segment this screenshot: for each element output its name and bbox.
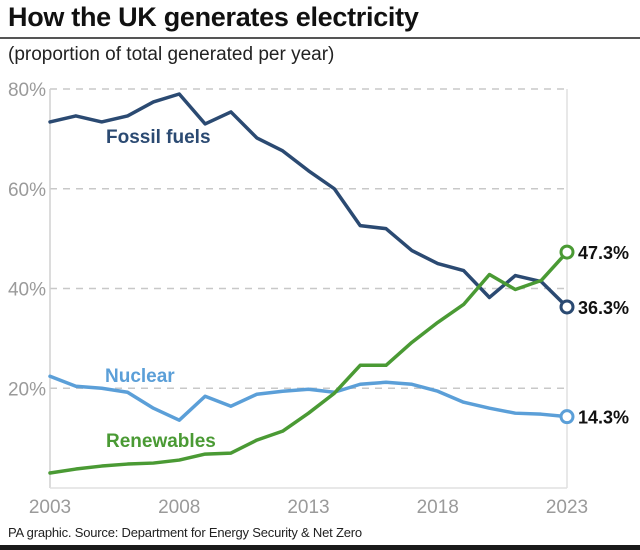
x-tick-label: 2013 [287, 497, 329, 518]
nuclear-series-label: Nuclear [105, 366, 175, 387]
renewables-line [48, 250, 569, 475]
nuclear-end-marker [559, 409, 575, 425]
chart-title: How the UK generates electricity [8, 2, 419, 32]
x-tick-label: 2023 [546, 497, 588, 518]
chart-subtitle: (proportion of total generated per year) [8, 44, 335, 65]
y-tick-label: 20% [8, 379, 46, 400]
x-tick-label: 2008 [158, 497, 200, 518]
nuclear-end-label: 14.3% [578, 408, 629, 428]
x-tick-label: 2018 [417, 497, 459, 518]
fossil-fuels-series-label: Fossil fuels [106, 127, 211, 148]
fossil-fuels-end-marker [559, 299, 575, 315]
renewables-end-label: 47.3% [578, 243, 629, 263]
x-tick-label: 2003 [29, 497, 71, 518]
fossil-fuels-line [48, 92, 569, 309]
nuclear-line [48, 374, 569, 422]
title-divider [0, 37, 640, 39]
y-tick-label: 80% [8, 80, 46, 101]
y-tick-label: 40% [8, 280, 46, 301]
source-note: PA graphic. Source: Department for Energ… [8, 525, 362, 540]
y-tick-label: 60% [8, 180, 46, 201]
bottom-divider [0, 545, 640, 550]
renewables-series-label: Renewables [106, 431, 216, 452]
fossil-fuels-end-label: 36.3% [578, 298, 629, 318]
renewables-end-marker [559, 244, 575, 260]
